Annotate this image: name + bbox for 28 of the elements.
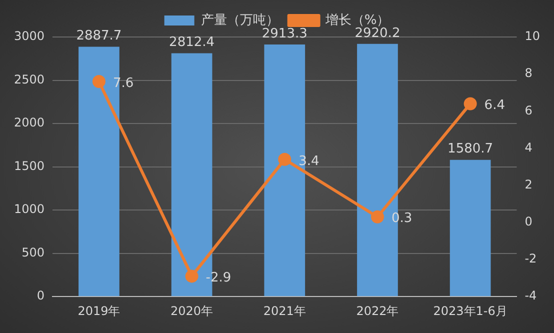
y2-tick-label: 8 [524, 66, 532, 80]
x-tick-label: 2022年 [356, 304, 399, 318]
y-tick-label: 3000 [14, 29, 45, 44]
y2-tick-label: 6 [524, 103, 532, 118]
legend-label: 增长（%） [324, 12, 390, 28]
x-tick-label: 2021年 [263, 304, 306, 318]
data-label: 1580.7 [448, 142, 494, 157]
y2-tick-label: -4 [524, 288, 537, 303]
x-tick-label: 2020年 [170, 304, 214, 318]
y2-tick-label: 10 [524, 29, 540, 44]
y-tick-label: 2500 [14, 72, 45, 86]
y2-tick-label: 4 [524, 140, 532, 154]
data-label: 2812.4 [169, 35, 215, 50]
data-label: 2920.2 [354, 26, 400, 41]
y2-tick-label: 0 [524, 214, 532, 229]
y-tick-label: 2000 [14, 116, 45, 130]
data-label: 2887.7 [76, 28, 122, 44]
data-label: 6.4 [484, 98, 505, 114]
x-tick-label: 2023年1-6月 [433, 304, 508, 318]
y2-tick-label: 2 [524, 177, 532, 192]
y-tick-label: 0 [36, 288, 45, 303]
x-tick-label: 2019年 [78, 304, 120, 318]
y-tick-label: 1000 [14, 202, 45, 216]
legend-label: 产量（万吨） [200, 12, 279, 28]
y-tick-label: 1500 [14, 158, 45, 173]
y2-tick-label: -2 [524, 252, 537, 266]
data-label: 2913.3 [262, 26, 308, 42]
y-tick-label: 500 [22, 245, 45, 260]
